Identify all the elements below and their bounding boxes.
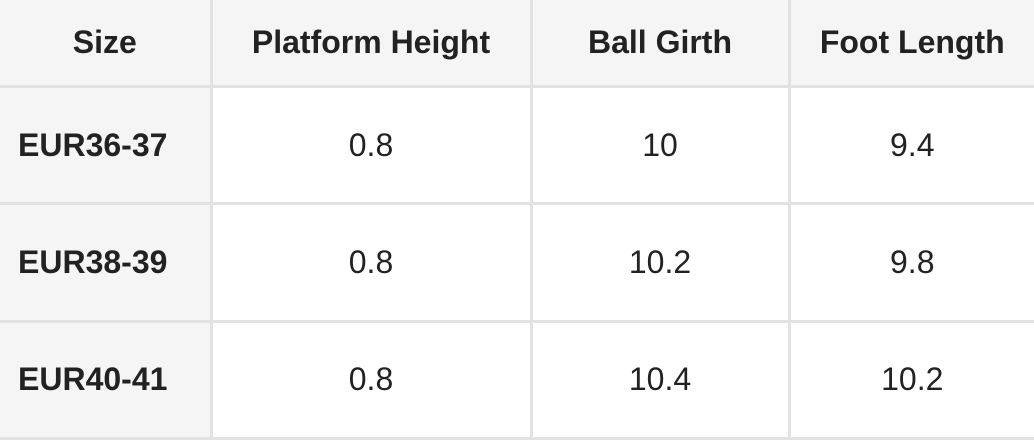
value-cell: 10.2 [529, 202, 791, 323]
table-body: EUR36-37 0.8 10 9.4 EUR38-39 0.8 10.2 9.8 EUR40-… [0, 86, 1034, 441]
size-cell: EUR36-37 [0, 86, 213, 206]
value-cell: 0.8 [209, 86, 533, 206]
table-row: EUR38-39 0.8 10.2 9.8 [0, 202, 1034, 323]
header-cell: Size [0, 0, 213, 88]
value-cell: 9.8 [787, 202, 1034, 323]
header-cell: Platform Height [209, 0, 533, 88]
table-row: EUR36-37 0.8 10 9.4 [0, 86, 1034, 206]
value-cell: 10.2 [787, 319, 1034, 441]
size-cell: EUR40-41 [0, 319, 213, 441]
size-cell: EUR38-39 [0, 202, 213, 323]
value-cell: 10 [529, 86, 791, 206]
value-cell: 9.4 [787, 86, 1034, 206]
table-row: EUR40-41 0.8 10.4 10.2 [0, 319, 1034, 441]
header-cell: Ball Girth [529, 0, 791, 88]
value-cell: 10.4 [529, 319, 791, 441]
header-cell: Foot Length [787, 0, 1034, 88]
value-cell: 0.8 [209, 202, 533, 323]
value-cell: 0.8 [209, 319, 533, 441]
header-row: Size Platform Height Ball Girth Foot Length [0, 0, 1034, 88]
